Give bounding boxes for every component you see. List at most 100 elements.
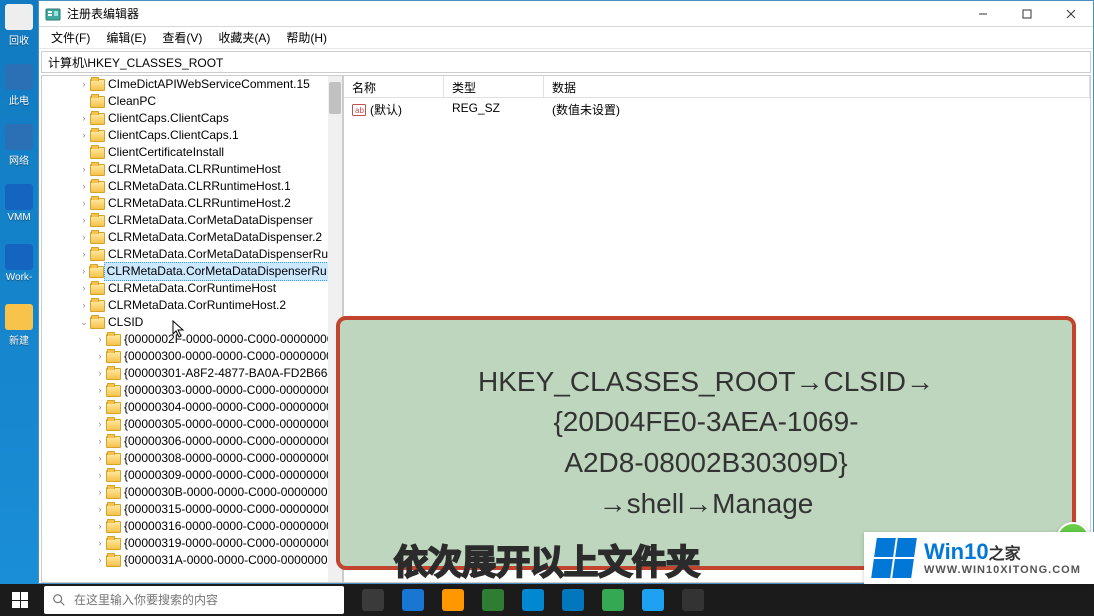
tree-item[interactable]: ›{00000319-0000-0000-C000-000000000 <box>42 535 342 552</box>
taskbar-app-icon[interactable] <box>594 584 632 616</box>
menu-item[interactable]: 查看(V) <box>154 27 210 48</box>
tree-item[interactable]: › CLRMetaData.CorMetaDataDispenser.2 <box>42 229 342 246</box>
expand-arrow-icon[interactable]: › <box>94 501 106 518</box>
folder-icon <box>90 113 105 125</box>
tree-item[interactable]: ›{00000301-A8F2-4877-BA0A-FD2B6645 <box>42 365 342 382</box>
col-data[interactable]: 数据 <box>544 76 1090 97</box>
scrollbar-thumb[interactable] <box>329 82 341 114</box>
expand-arrow-icon[interactable]: › <box>78 127 90 144</box>
tree-item[interactable]: ›CLRMetaData.CorRuntimeHost.2 <box>42 297 342 314</box>
tree-item[interactable]: ›{0000031A-0000-0000-C000-000000000 <box>42 552 342 569</box>
tree-item[interactable]: ›{00000305-0000-0000-C000-000000000 <box>42 416 342 433</box>
column-headers[interactable]: 名称 类型 数据 <box>344 76 1090 98</box>
tree-item[interactable]: ›{00000303-0000-0000-C000-000000000 <box>42 382 342 399</box>
expand-arrow-icon[interactable]: › <box>78 110 90 127</box>
tree-item[interactable]: ›CLRMetaData.CorMetaDataDispenserRuntime <box>42 263 342 280</box>
expand-arrow-icon[interactable]: › <box>94 382 106 399</box>
expand-arrow-icon[interactable]: › <box>94 450 106 467</box>
taskbar-app-icon[interactable] <box>394 584 432 616</box>
expand-arrow-icon[interactable]: › <box>94 552 106 569</box>
close-button[interactable] <box>1049 1 1093 27</box>
expand-arrow-icon[interactable]: ⌄ <box>78 314 90 331</box>
tree-item[interactable]: ⌄CLSID <box>42 314 342 331</box>
tree-item[interactable]: ›{00000309-0000-0000-C000-000000000 <box>42 467 342 484</box>
expand-arrow-icon[interactable]: › <box>78 246 90 263</box>
minimize-button[interactable] <box>961 1 1005 27</box>
menu-item[interactable]: 帮助(H) <box>278 27 335 48</box>
taskbar-app-icon[interactable] <box>474 584 512 616</box>
desktop-icon[interactable]: 新建 <box>0 300 38 360</box>
expand-arrow-icon[interactable]: › <box>94 535 106 552</box>
tree-item[interactable]: ›{00000315-0000-0000-C000-000000000 <box>42 501 342 518</box>
desktop-icon[interactable]: 网络 <box>0 120 38 180</box>
taskbar-search[interactable] <box>44 586 344 614</box>
expand-arrow-icon[interactable]: › <box>78 161 90 178</box>
expand-arrow-icon[interactable]: › <box>94 399 106 416</box>
start-button[interactable] <box>0 584 40 616</box>
tree-item[interactable]: ›CLRMetaData.CorRuntimeHost <box>42 280 342 297</box>
maximize-button[interactable] <box>1005 1 1049 27</box>
tree-item[interactable]: ›{00000316-0000-0000-C000-000000000 <box>42 518 342 535</box>
col-type[interactable]: 类型 <box>444 76 544 97</box>
tree-item[interactable]: ›CLRMetaData.CLRRuntimeHost.1 <box>42 178 342 195</box>
tree-item[interactable]: ›ClientCaps.ClientCaps <box>42 110 342 127</box>
tree-item[interactable]: ›{0000030B-0000-0000-C000-000000000 <box>42 484 342 501</box>
desktop-icon-label: 新建 <box>9 332 29 347</box>
desktop-icon[interactable]: Work- <box>0 240 38 300</box>
expand-arrow-icon[interactable]: › <box>94 331 106 348</box>
expand-arrow-icon[interactable]: › <box>94 518 106 535</box>
watermark: Win10之家 WWW.WIN10XITONG.COM <box>864 532 1094 584</box>
taskbar-icons <box>348 584 1094 616</box>
taskbar-app-icon[interactable] <box>434 584 472 616</box>
taskbar-app-icon[interactable] <box>554 584 592 616</box>
taskbar-app-icon[interactable] <box>514 584 552 616</box>
tree-item[interactable]: ›{00000306-0000-0000-C000-000000000 <box>42 433 342 450</box>
folder-icon <box>106 521 121 533</box>
address-bar[interactable]: 计算机\HKEY_CLASSES_ROOT <box>41 51 1091 73</box>
tree-item[interactable]: ›CLRMetaData.CorMetaDataDispenser <box>42 212 342 229</box>
expand-arrow-icon[interactable]: › <box>78 76 90 93</box>
tree-item[interactable]: ›CLRMetaData.CorMetaDataDispenserRun <box>42 246 342 263</box>
taskbar-app-icon[interactable] <box>674 584 712 616</box>
value-row[interactable]: ab (默认) REG_SZ (数值未设置) <box>344 98 1090 121</box>
expand-arrow-icon[interactable]: › <box>94 348 106 365</box>
expand-arrow-icon[interactable]: › <box>78 263 89 280</box>
tree-item-label: CLRMetaData.CorMetaDataDispenser.2 <box>108 229 322 246</box>
desktop-icon[interactable]: 此电 <box>0 60 38 120</box>
menu-item[interactable]: 文件(F) <box>43 27 98 48</box>
expand-arrow-icon[interactable]: › <box>78 178 90 195</box>
search-input[interactable] <box>74 593 336 607</box>
tree-item-label: {00000300-0000-0000-C000-000000000 <box>124 348 340 365</box>
expand-arrow-icon[interactable]: › <box>94 433 106 450</box>
tree-item[interactable]: ›CLRMetaData.CLRRuntimeHost.2 <box>42 195 342 212</box>
desktop-icon[interactable]: VMM <box>0 180 38 240</box>
expand-arrow-icon[interactable]: › <box>78 212 90 229</box>
taskbar-app-icon[interactable] <box>354 584 392 616</box>
folder-icon <box>106 487 121 499</box>
tree-item-label: CImeDictAPIWebServiceComment.15 <box>108 76 310 93</box>
expand-arrow-icon[interactable]: › <box>78 297 90 314</box>
tree-item[interactable]: › {00000300-0000-0000-C000-000000000 <box>42 348 342 365</box>
tree-item[interactable]: ›CLRMetaData.CLRRuntimeHost <box>42 161 342 178</box>
expand-arrow-icon[interactable]: › <box>78 195 90 212</box>
expand-arrow-icon[interactable]: › <box>94 416 106 433</box>
menu-item[interactable]: 编辑(E) <box>98 27 154 48</box>
expand-arrow-icon[interactable]: › <box>78 229 90 246</box>
expand-arrow-icon[interactable]: › <box>94 484 106 501</box>
tree-item[interactable]: CleanPC <box>42 93 342 110</box>
col-name[interactable]: 名称 <box>344 76 444 97</box>
tree-item[interactable]: ›{00000304-0000-0000-C000-000000000 <box>42 399 342 416</box>
desktop-icon[interactable]: 回收 <box>0 0 38 60</box>
tree-item[interactable]: ›ClientCaps.ClientCaps.1 <box>42 127 342 144</box>
expand-arrow-icon[interactable]: › <box>94 365 106 382</box>
taskbar-app-icon[interactable] <box>634 584 672 616</box>
tree-item[interactable]: ›{0000002F-0000-0000-C000-000000000 <box>42 331 342 348</box>
tree-item[interactable]: ClientCertificateInstall <box>42 144 342 161</box>
tree-item[interactable]: › CImeDictAPIWebServiceComment.15 <box>42 76 342 93</box>
registry-tree[interactable]: ›CImeDictAPIWebServiceComment.15CleanPC›… <box>42 76 342 582</box>
expand-arrow-icon[interactable]: › <box>78 280 90 297</box>
tree-item[interactable]: ›{00000308-0000-0000-C000-000000000 <box>42 450 342 467</box>
expand-arrow-icon[interactable]: › <box>94 467 106 484</box>
titlebar[interactable]: 注册表编辑器 <box>39 1 1093 27</box>
menu-item[interactable]: 收藏夹(A) <box>210 27 278 48</box>
